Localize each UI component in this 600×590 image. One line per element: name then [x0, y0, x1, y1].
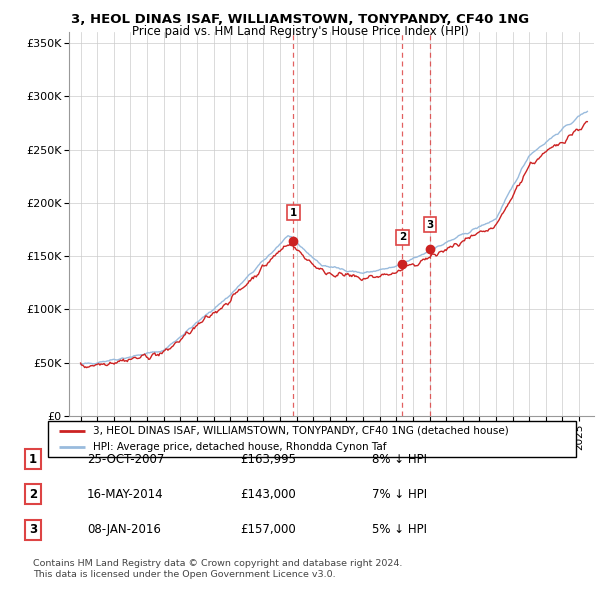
Text: 3, HEOL DINAS ISAF, WILLIAMSTOWN, TONYPANDY, CF40 1NG (detached house): 3, HEOL DINAS ISAF, WILLIAMSTOWN, TONYPA…	[93, 425, 509, 435]
Text: 16-MAY-2014: 16-MAY-2014	[87, 488, 164, 501]
Text: 2: 2	[399, 232, 406, 242]
Text: £157,000: £157,000	[240, 523, 296, 536]
Text: 25-OCT-2007: 25-OCT-2007	[87, 453, 164, 466]
Text: HPI: Average price, detached house, Rhondda Cynon Taf: HPI: Average price, detached house, Rhon…	[93, 442, 386, 453]
Text: 08-JAN-2016: 08-JAN-2016	[87, 523, 161, 536]
Text: £143,000: £143,000	[240, 488, 296, 501]
Text: 2: 2	[29, 488, 37, 501]
Text: 8% ↓ HPI: 8% ↓ HPI	[372, 453, 427, 466]
Text: 1: 1	[290, 208, 297, 218]
Text: 1: 1	[29, 453, 37, 466]
Text: Price paid vs. HM Land Registry's House Price Index (HPI): Price paid vs. HM Land Registry's House …	[131, 25, 469, 38]
FancyBboxPatch shape	[48, 421, 576, 457]
Text: 3: 3	[426, 219, 433, 230]
Text: 5% ↓ HPI: 5% ↓ HPI	[372, 523, 427, 536]
Text: £163,995: £163,995	[240, 453, 296, 466]
Text: 7% ↓ HPI: 7% ↓ HPI	[372, 488, 427, 501]
Text: Contains HM Land Registry data © Crown copyright and database right 2024.
This d: Contains HM Land Registry data © Crown c…	[33, 559, 403, 579]
Text: 3, HEOL DINAS ISAF, WILLIAMSTOWN, TONYPANDY, CF40 1NG: 3, HEOL DINAS ISAF, WILLIAMSTOWN, TONYPA…	[71, 13, 529, 26]
Text: 3: 3	[29, 523, 37, 536]
